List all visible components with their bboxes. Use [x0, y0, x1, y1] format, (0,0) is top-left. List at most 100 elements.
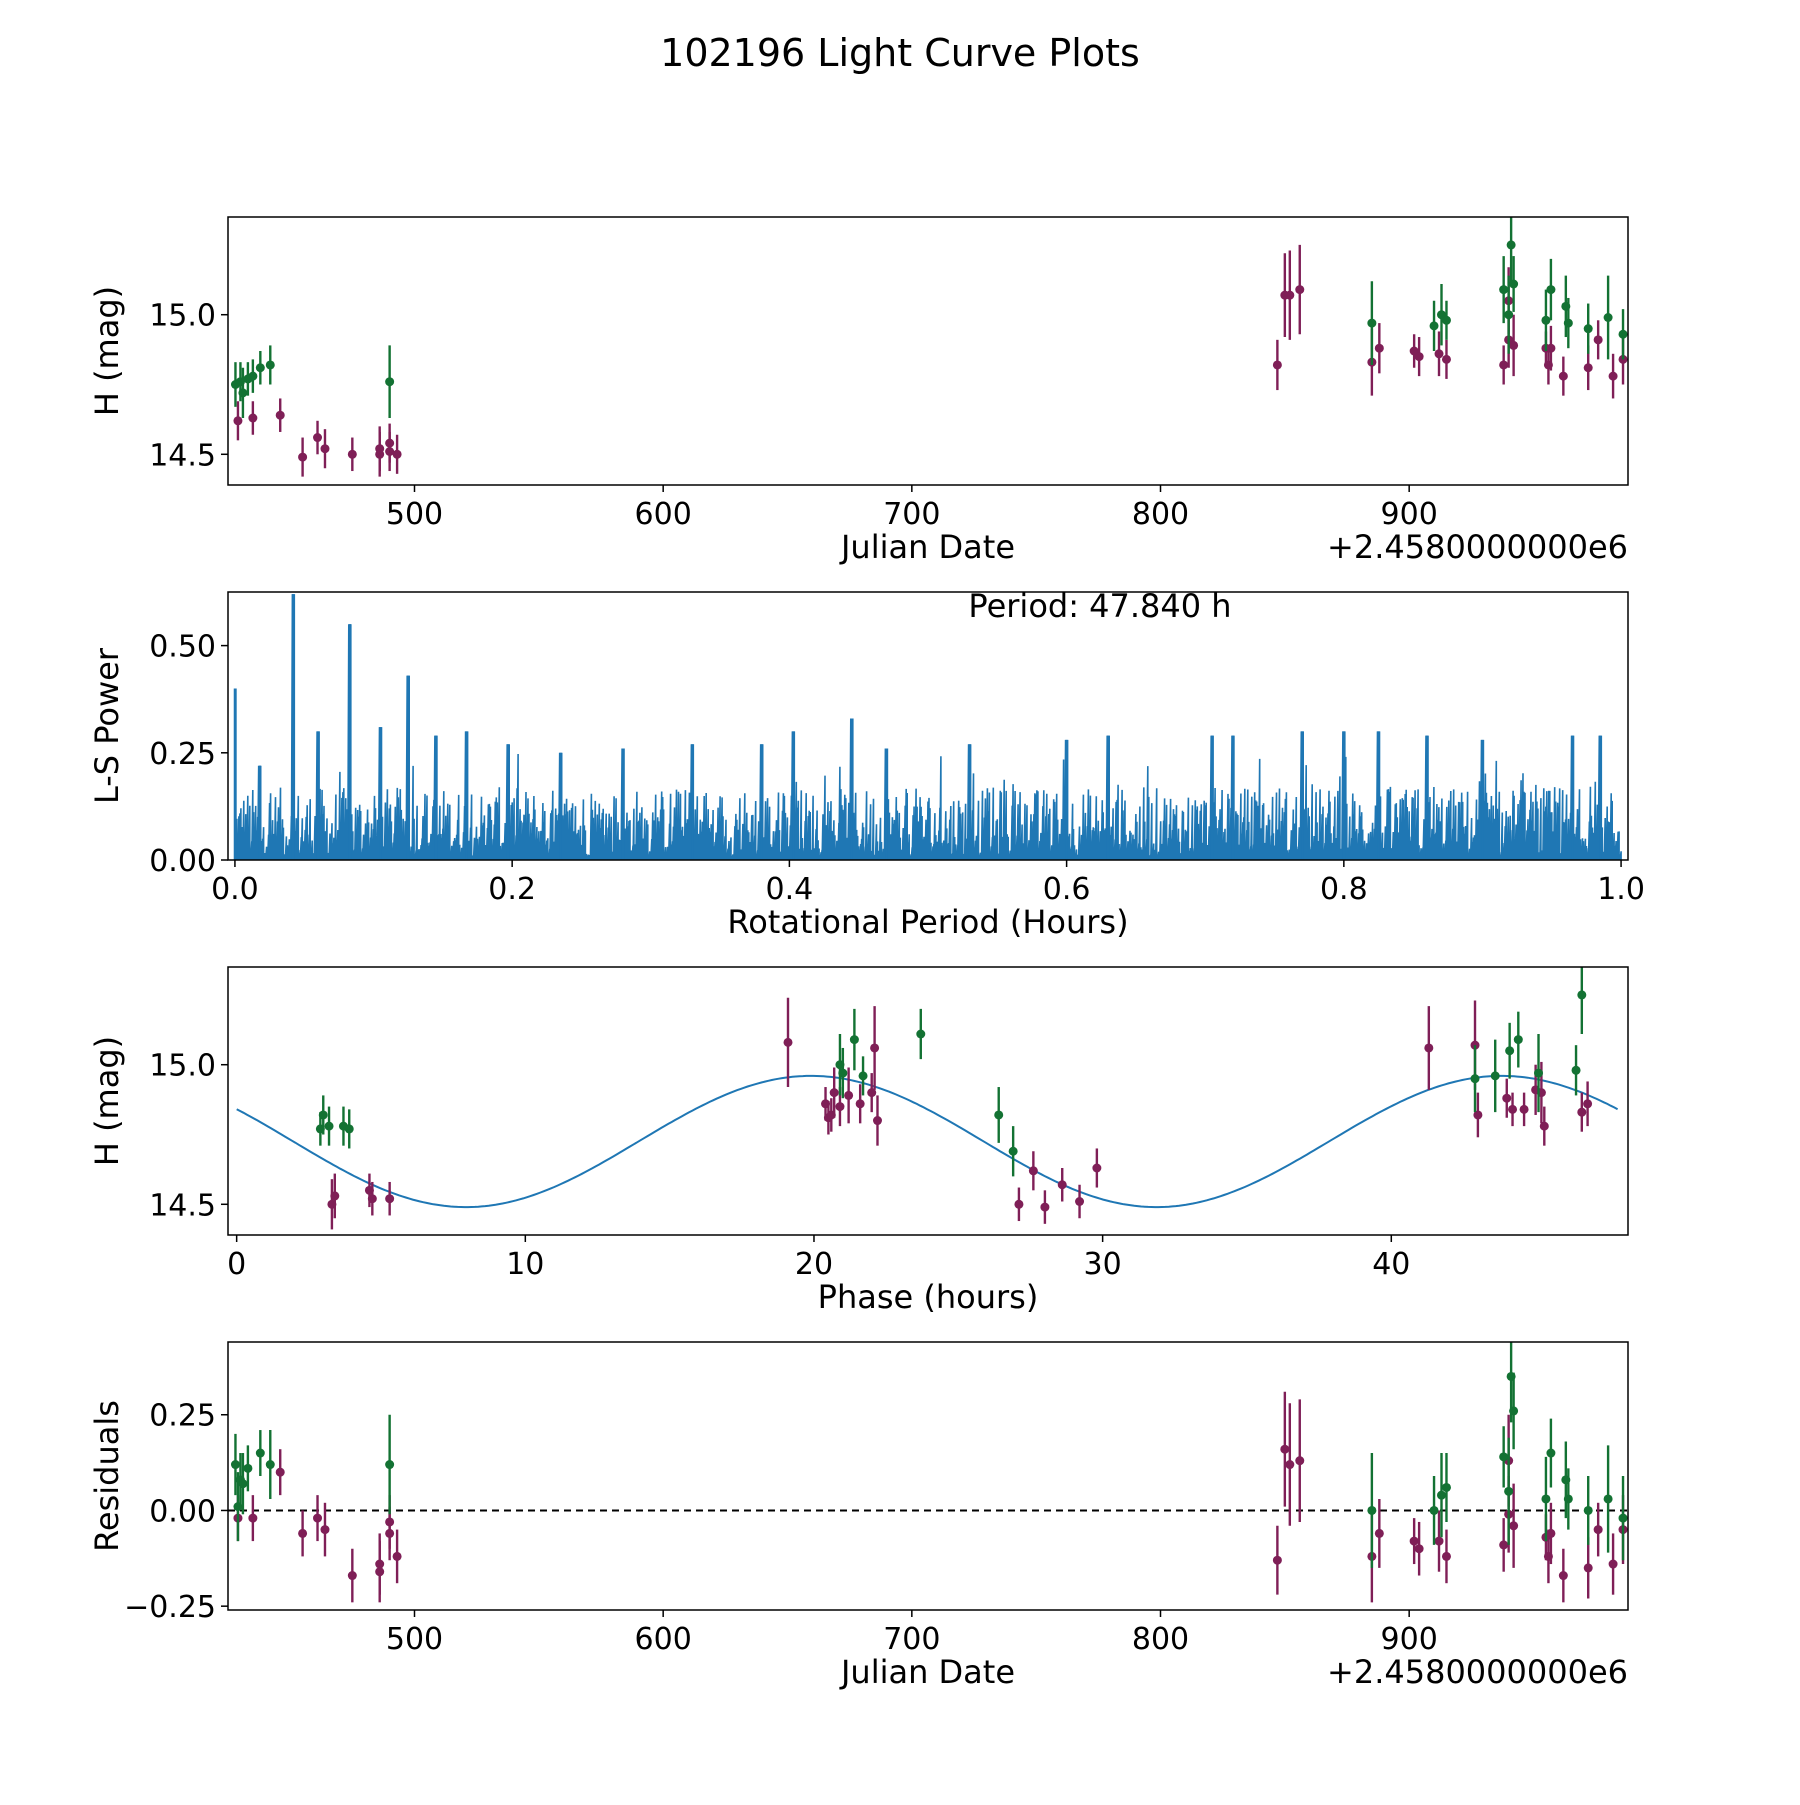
data-point: [385, 1194, 395, 1204]
data-point: [1429, 321, 1439, 331]
data-point: [313, 433, 323, 443]
y-tick-label: 14.5: [149, 438, 216, 473]
x-tick-label: 0.2: [488, 872, 536, 907]
data-point: [1506, 240, 1516, 250]
data-point: [1608, 371, 1618, 381]
data-point: [238, 1479, 248, 1489]
data-point: [1593, 335, 1603, 345]
data-point: [1583, 363, 1593, 373]
y-tick-label: 0.25: [149, 737, 216, 772]
data-point: [367, 1194, 377, 1204]
data-point: [1519, 1104, 1529, 1114]
data-point: [1577, 1107, 1587, 1117]
panel-lightcurve: 500 600 700 800 900 14.5 15.0 Julian Date H (mag…: [88, 216, 1629, 566]
data-point: [1057, 1180, 1067, 1190]
data-point: [1499, 1452, 1509, 1462]
y-tick-label: 14.5: [149, 1188, 216, 1223]
data-point: [1473, 1110, 1483, 1120]
x-tick-label: 700: [883, 497, 940, 532]
axes-frame: [227, 591, 1629, 861]
y-tick-label: 0.00: [149, 844, 216, 879]
data-point: [1546, 343, 1556, 353]
data-point: [1583, 1505, 1593, 1515]
data-point: [783, 1037, 793, 1047]
data-point: [248, 413, 258, 423]
x-tick-label: 0.4: [766, 872, 814, 907]
data-point: [1441, 1551, 1451, 1561]
data-point: [265, 360, 275, 370]
data-point: [385, 1460, 395, 1470]
data-point: [275, 1467, 285, 1477]
data-point: [1272, 360, 1282, 370]
series-a: [327, 997, 1593, 1230]
x-tick-label: 20: [795, 1247, 833, 1282]
data-point: [1513, 1035, 1523, 1045]
data-point: [870, 1043, 880, 1053]
data-point: [1040, 1202, 1050, 1212]
series-b: [230, 217, 1628, 418]
data-point: [1546, 285, 1556, 295]
data-point: [1434, 1536, 1444, 1546]
data-point: [1546, 1448, 1556, 1458]
plot-area-residuals: [228, 1342, 1628, 1603]
data-point: [1028, 1166, 1038, 1176]
data-point: [1534, 1068, 1544, 1078]
x-axis-label: Julian Date: [839, 528, 1015, 566]
axes-frame: [227, 966, 1629, 1236]
data-point: [1075, 1197, 1085, 1206]
x-tick-label: 40: [1372, 1247, 1410, 1282]
data-point: [255, 363, 265, 373]
data-point: [1295, 1456, 1305, 1466]
y-tick-label: 0.00: [149, 1494, 216, 1529]
data-point: [313, 1513, 323, 1523]
axes-frame: [227, 216, 1629, 486]
data-point: [1563, 318, 1573, 328]
data-point: [375, 444, 385, 454]
x-tick-label: 0.6: [1043, 872, 1091, 907]
data-point: [1504, 1486, 1514, 1496]
data-point: [1563, 1494, 1573, 1504]
data-point: [1618, 1513, 1628, 1523]
data-point: [1508, 1104, 1518, 1114]
data-point: [1490, 1071, 1500, 1081]
x-axis-label: Rotational Period (Hours): [727, 903, 1128, 941]
x-offset-label: +2.4580000000e6: [1327, 1653, 1628, 1691]
data-point: [1008, 1146, 1018, 1156]
data-point: [1583, 1563, 1593, 1573]
y-tick-label: 15.0: [149, 1049, 216, 1084]
data-point: [1374, 343, 1384, 353]
y-tick-label: −0.25: [124, 1590, 216, 1625]
data-point: [1539, 1121, 1549, 1131]
data-point: [844, 1090, 854, 1100]
data-point: [255, 1448, 265, 1458]
series-b: [315, 967, 1587, 1177]
data-point: [233, 416, 243, 426]
data-point: [265, 1460, 275, 1470]
data-point: [238, 388, 248, 398]
x-tick-label: 700: [883, 1622, 940, 1657]
plot-area-lightcurve: [230, 217, 1628, 477]
data-point: [243, 1463, 253, 1473]
y-tick-label: 0.50: [149, 630, 216, 665]
data-point: [320, 444, 330, 454]
y-axis-label: L-S Power: [88, 647, 126, 804]
data-point: [1583, 324, 1593, 334]
data-point: [1280, 1444, 1290, 1454]
data-point: [1499, 360, 1509, 370]
series-a: [233, 244, 1628, 477]
data-point: [1414, 1544, 1424, 1554]
data-point: [1546, 1528, 1556, 1538]
x-tick-label: 500: [386, 497, 443, 532]
data-point: [1603, 313, 1613, 322]
data-point: [385, 447, 395, 456]
x-tick-label: 600: [635, 497, 692, 532]
data-point: [1504, 310, 1514, 320]
data-point: [1470, 1074, 1480, 1084]
panel-periodogram: 0.0 0.2 0.4 0.6 0.8 1.0 0.00 0.25 0.50 Rotational…: [88, 587, 1645, 941]
data-point: [1558, 1571, 1568, 1581]
data-point: [1374, 1528, 1384, 1538]
data-point: [829, 1088, 839, 1098]
data-point: [1603, 1494, 1613, 1504]
data-point: [916, 1029, 926, 1039]
data-point: [1618, 329, 1628, 339]
